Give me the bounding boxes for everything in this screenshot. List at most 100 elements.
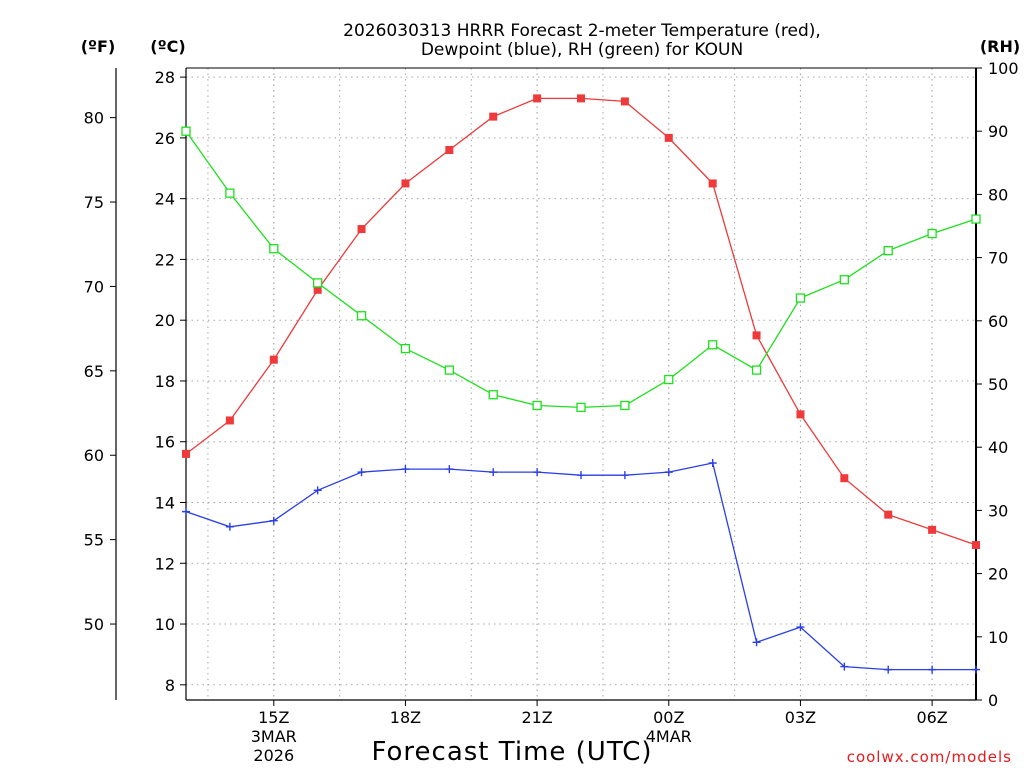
data-point bbox=[620, 471, 629, 480]
x-tick-label: 06Z bbox=[916, 708, 947, 727]
celsius-tick-label: 14 bbox=[155, 494, 175, 513]
data-point bbox=[577, 94, 585, 103]
data-point bbox=[840, 474, 849, 483]
data-point bbox=[752, 638, 761, 647]
data-point bbox=[313, 278, 323, 288]
fahrenheit-unit-label: (ºF) bbox=[81, 37, 116, 56]
axes: 50 55 60 65 70 75 80 8 10 12 14 16 18 20 22 24 26 28 0 10 20… bbox=[84, 59, 1019, 765]
data-point bbox=[664, 133, 673, 142]
series-rh bbox=[181, 126, 981, 413]
data-point bbox=[225, 188, 235, 198]
series-temperature bbox=[182, 94, 980, 550]
x-tick-label: 4MAR bbox=[646, 727, 692, 746]
x-tick-label: 21Z bbox=[521, 708, 552, 727]
x-tick-label: 00Z bbox=[653, 708, 684, 727]
rh-tick-label: 70 bbox=[988, 249, 1008, 268]
celsius-tick-label: 12 bbox=[155, 554, 175, 573]
x-tick-label: 3MAR bbox=[251, 727, 297, 746]
data-point bbox=[400, 343, 411, 354]
data-point bbox=[752, 331, 761, 340]
data-point bbox=[928, 525, 937, 534]
rh-tick-label: 40 bbox=[988, 438, 1008, 457]
data-point bbox=[488, 390, 498, 400]
data-point bbox=[269, 355, 278, 364]
data-point bbox=[928, 665, 937, 674]
x-axis-label: Forecast Time (UTC) bbox=[371, 737, 652, 767]
data-point bbox=[795, 293, 806, 303]
data-point bbox=[225, 416, 234, 425]
data-point bbox=[269, 516, 278, 525]
fahrenheit-tick-label: 55 bbox=[84, 531, 104, 550]
data-point bbox=[532, 400, 542, 411]
data-point bbox=[708, 459, 717, 467]
data-point bbox=[182, 449, 190, 458]
rh-tick-label: 10 bbox=[988, 628, 1008, 647]
data-point bbox=[796, 623, 805, 632]
data-point bbox=[839, 275, 849, 285]
data-point bbox=[401, 465, 410, 474]
data-point bbox=[182, 507, 190, 516]
chart-title-line-2: Dewpoint (blue), RH (green) for KOUN bbox=[421, 40, 743, 60]
data-point bbox=[972, 665, 980, 674]
rh-tick-label: 60 bbox=[988, 312, 1008, 331]
data-point bbox=[313, 285, 322, 294]
rh-tick-label: 50 bbox=[988, 375, 1008, 394]
data-point bbox=[533, 94, 542, 103]
data-point bbox=[269, 244, 279, 254]
data-point bbox=[356, 311, 367, 321]
data-point bbox=[533, 468, 542, 477]
rh-unit-label: (RH) bbox=[980, 37, 1020, 56]
data-point bbox=[840, 662, 849, 671]
data-point bbox=[620, 97, 629, 106]
data-point bbox=[708, 340, 718, 350]
fahrenheit-tick-label: 70 bbox=[84, 277, 104, 296]
data-point bbox=[620, 400, 630, 411]
celsius-tick-label: 26 bbox=[155, 129, 175, 148]
data-point bbox=[181, 126, 191, 136]
data-point bbox=[445, 465, 454, 474]
celsius-tick-label: 16 bbox=[155, 433, 175, 452]
fahrenheit-tick-label: 80 bbox=[84, 109, 104, 128]
data-point bbox=[577, 471, 585, 480]
credit-label: coolwx.com/models bbox=[847, 748, 1012, 766]
data-point bbox=[489, 468, 498, 477]
celsius-tick-label: 8 bbox=[165, 676, 175, 695]
celsius-tick-label: 10 bbox=[155, 615, 175, 634]
x-tick-label: 2026 bbox=[253, 746, 294, 765]
rh-tick-label: 90 bbox=[988, 122, 1008, 141]
data-point bbox=[751, 365, 762, 375]
rh-tick-label: 100 bbox=[988, 59, 1019, 78]
data-point bbox=[664, 374, 674, 385]
data-point bbox=[883, 245, 893, 256]
data-point bbox=[927, 228, 937, 239]
data-point bbox=[884, 665, 893, 674]
rh-tick-label: 30 bbox=[988, 501, 1008, 520]
fahrenheit-tick-label: 65 bbox=[84, 362, 104, 381]
data-point bbox=[357, 468, 366, 477]
chart-title-line-1: 2026030313 HRRR Forecast 2-meter Tempera… bbox=[343, 21, 821, 41]
data-point bbox=[445, 146, 454, 155]
celsius-unit-label: (ºC) bbox=[150, 37, 185, 56]
fahrenheit-tick-label: 50 bbox=[84, 615, 104, 634]
data-point bbox=[796, 410, 805, 419]
rh-tick-label: 0 bbox=[988, 691, 998, 710]
data-point bbox=[664, 468, 673, 477]
data-point bbox=[357, 225, 366, 234]
data-point bbox=[489, 112, 498, 121]
data-point bbox=[313, 486, 322, 495]
data-point bbox=[225, 522, 234, 531]
x-tick-label: 03Z bbox=[785, 708, 816, 727]
data-point bbox=[971, 214, 981, 224]
celsius-tick-label: 22 bbox=[155, 250, 175, 269]
rh-tick-label: 80 bbox=[988, 185, 1008, 204]
series-dewpoint bbox=[182, 459, 980, 674]
celsius-tick-label: 18 bbox=[155, 372, 175, 391]
series-line-dewpoint bbox=[185, 462, 976, 671]
data-point bbox=[444, 365, 454, 375]
data-point bbox=[576, 402, 586, 413]
series-line-rh bbox=[185, 130, 977, 409]
rh-tick-label: 20 bbox=[988, 565, 1008, 584]
fahrenheit-tick-label: 60 bbox=[84, 446, 104, 465]
fahrenheit-tick-label: 75 bbox=[84, 193, 104, 212]
